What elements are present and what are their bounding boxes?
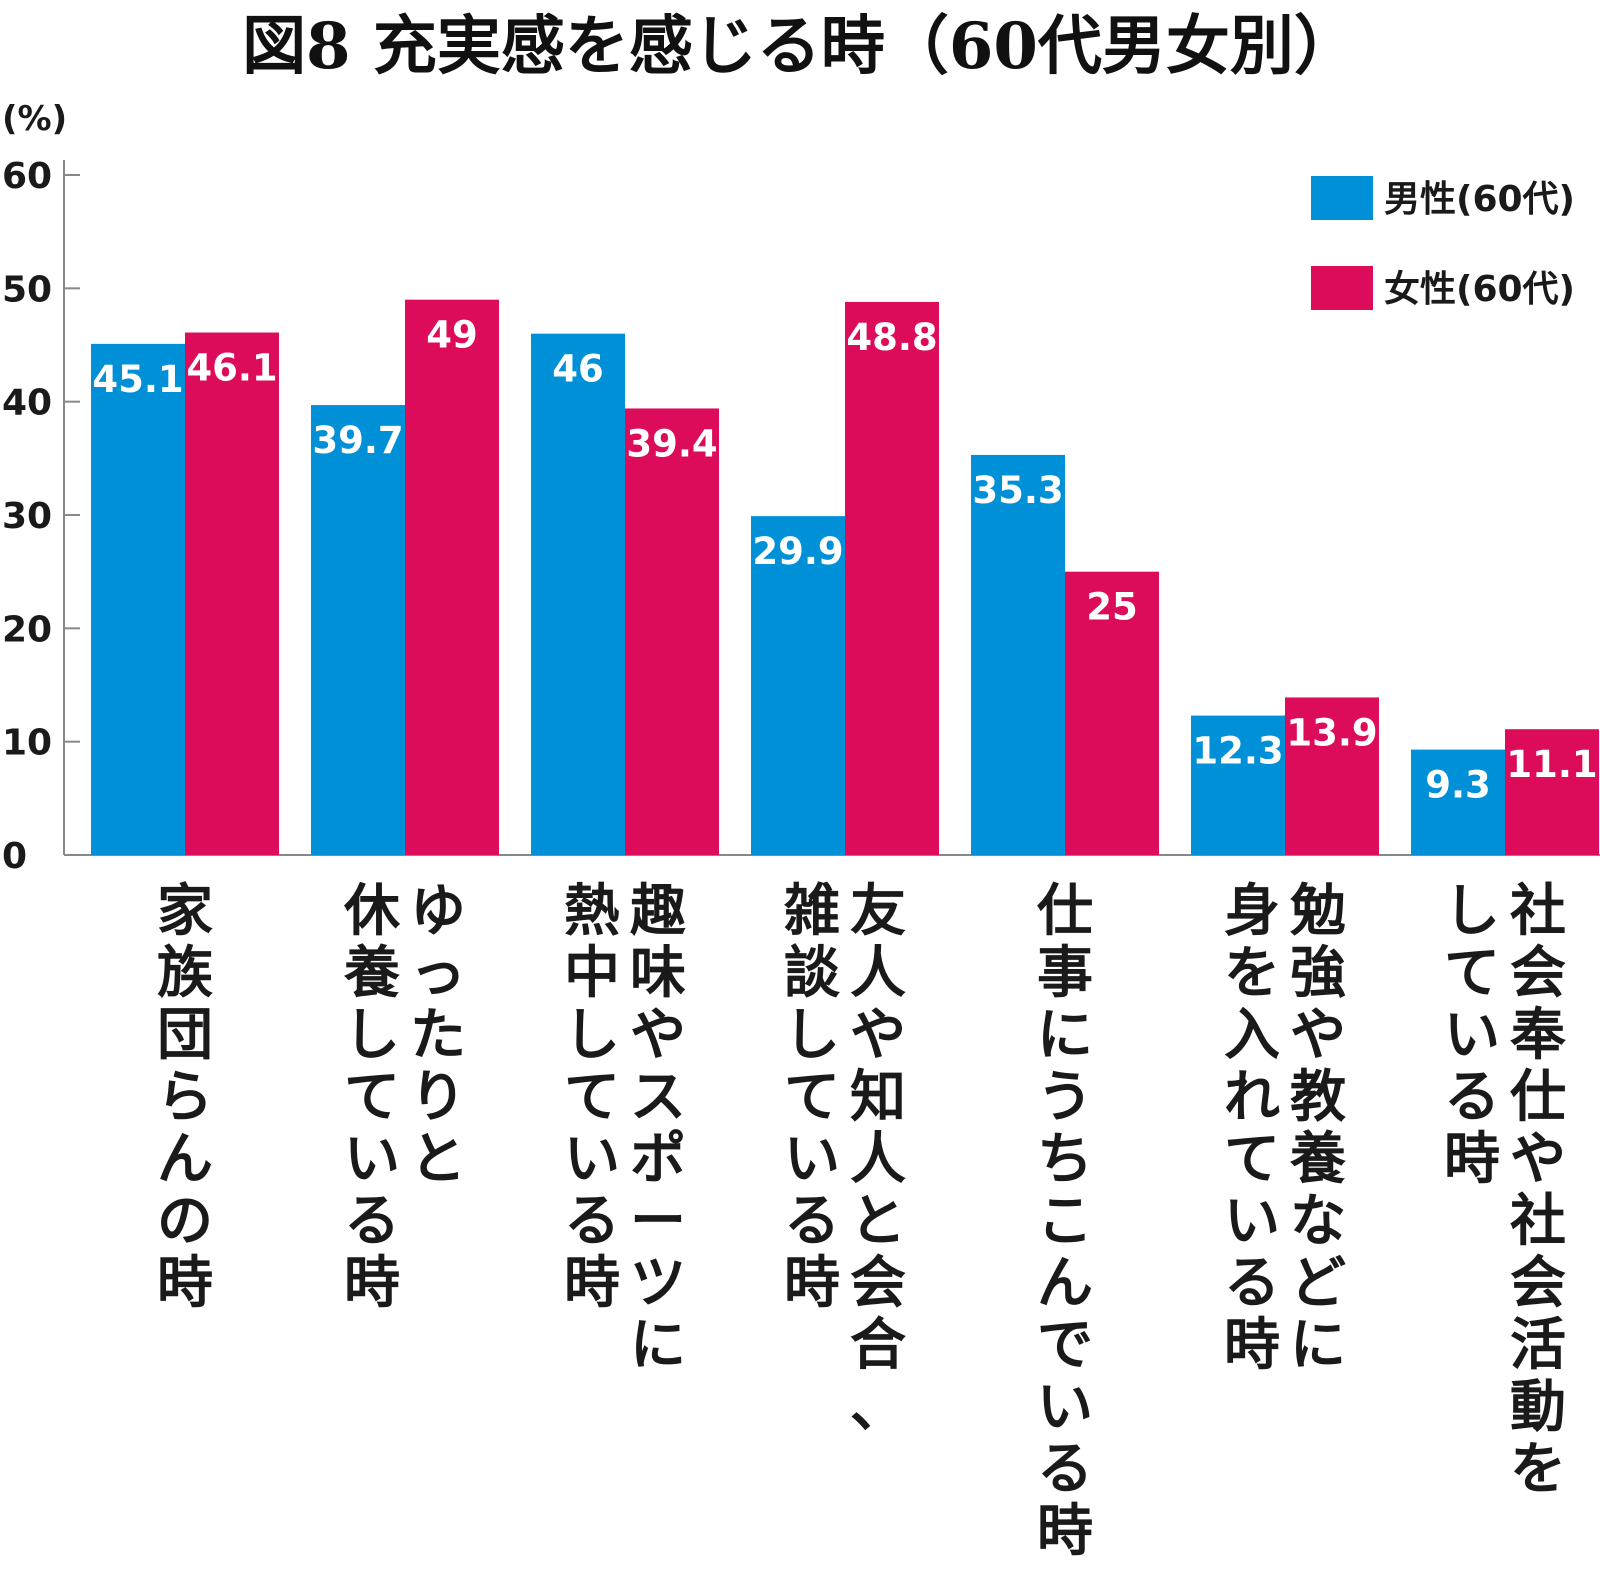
bar-male	[91, 343, 185, 855]
category-label-column: 雑談している時	[783, 879, 840, 1316]
value-labels: 45.1 46.1 39.7 49 46 39.4 29.9 48.8 35.3 25 12.3 13…	[92, 314, 1597, 807]
category-label: 家族団らんの時	[157, 879, 213, 1316]
category-label-column: ゆったりと	[410, 879, 466, 1192]
bar-female	[405, 299, 499, 856]
bar-value-label: 48.8	[846, 316, 937, 359]
y-tick-label: 60	[2, 156, 52, 197]
bar-value-label: 12.3	[1192, 730, 1283, 773]
legend-label: 男性(60代)	[1384, 179, 1575, 220]
y-tick-label: 50	[2, 269, 52, 310]
legend-swatch	[1311, 266, 1373, 310]
bar-value-label: 46	[552, 348, 604, 391]
y-tick-label: 30	[2, 496, 52, 537]
y-axis-unit-label: (%)	[2, 99, 67, 139]
bar-female	[845, 301, 939, 855]
bar-male	[1191, 715, 1285, 855]
category-label-column: 友人や知人と会合、	[850, 879, 906, 1440]
legend: 男性(60代) 女性(60代)	[1311, 176, 1575, 310]
bar-value-label: 11.1	[1506, 743, 1597, 786]
category-label-column: している時	[1444, 879, 1500, 1192]
y-tick-label: 10	[2, 723, 52, 764]
bar-value-label: 29.9	[752, 530, 843, 573]
category-label-column: 身を入れている時	[1224, 879, 1280, 1378]
bar-value-label: 39.7	[312, 419, 403, 462]
y-tick-label: 40	[2, 383, 52, 424]
legend-swatch	[1311, 176, 1373, 220]
bar-value-label: 39.4	[626, 422, 717, 465]
bar-male	[971, 454, 1065, 855]
category-label-column: 熱中している時	[564, 879, 620, 1316]
bar-male	[311, 405, 405, 855]
bar-value-label: 9.3	[1425, 764, 1491, 807]
category-label-column: 趣味やスポーツに	[630, 879, 686, 1378]
bar-female	[185, 332, 279, 855]
category-label: 仕事にうちこんでいる時	[1037, 879, 1093, 1564]
bars	[91, 299, 1599, 856]
category-label-column: 勉強や教養などに	[1289, 879, 1347, 1378]
legend-label: 女性(60代)	[1384, 269, 1575, 310]
bar-female	[1505, 729, 1599, 855]
bar-value-label: 25	[1086, 586, 1138, 629]
bar-value-label: 45.1	[92, 358, 183, 401]
bar-male	[1411, 749, 1505, 855]
bar-value-label: 35.3	[972, 469, 1063, 512]
bar-female	[625, 408, 719, 855]
category-label-column: 仕事にうちこんでいる時	[1037, 879, 1093, 1564]
bar-female	[1285, 697, 1379, 855]
bar-value-label: 13.9	[1286, 711, 1377, 754]
axes: 0 10 20 30 40 50 60	[2, 156, 1600, 877]
category-label-column: 家族団らんの時	[157, 879, 213, 1316]
category-label: 友人や知人と会合、雑談している時	[783, 879, 906, 1440]
category-label-column: 社会奉仕や社会活動を	[1510, 879, 1566, 1502]
bar-male	[531, 333, 625, 856]
y-tick-label: 0	[2, 836, 27, 877]
bar-value-label: 46.1	[186, 347, 277, 390]
bar-male	[751, 516, 845, 855]
bar-value-label: 49	[426, 314, 478, 357]
y-tick-label: 20	[2, 609, 52, 650]
category-label-column: 休養している時	[343, 879, 401, 1316]
chart-title: 図8 充実感を感じる時（60代男女別）	[242, 9, 1358, 84]
bar-female	[1065, 571, 1159, 855]
category-labels: 家族団らんの時ゆったりと休養している時趣味やスポーツに熱中している時友人や知人と…	[157, 879, 1566, 1564]
